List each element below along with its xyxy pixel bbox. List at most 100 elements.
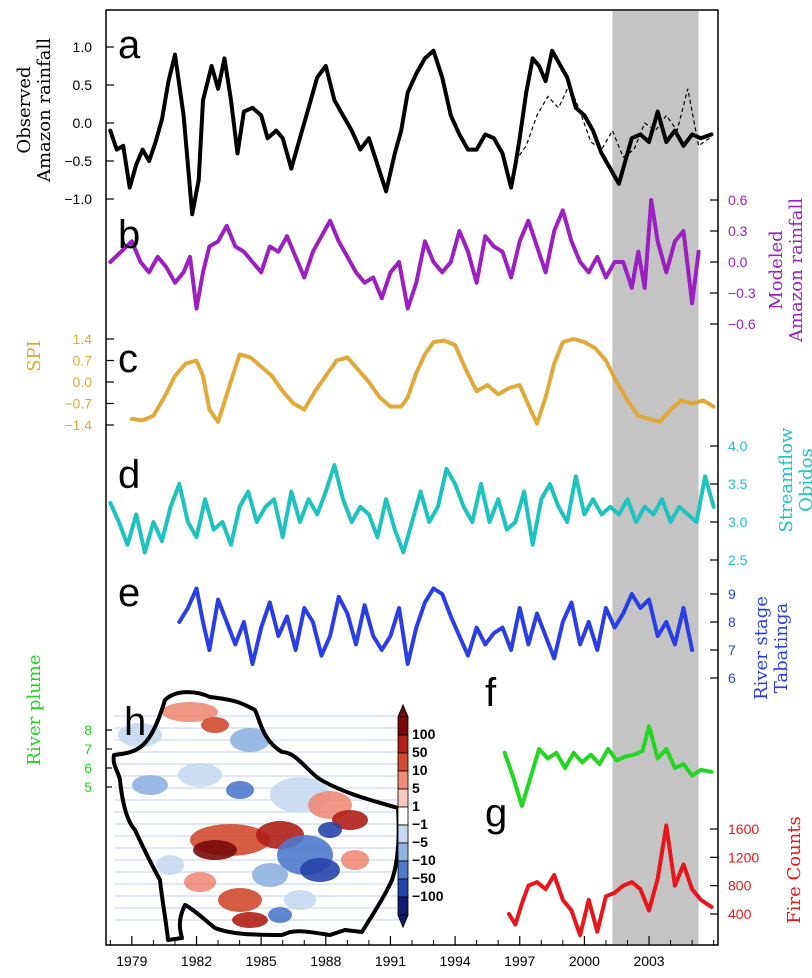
ylabel-d-line1: Streamflow: [776, 427, 797, 532]
ylabel-g: Fire Counts: [784, 816, 805, 924]
colorbar-segment: [397, 734, 409, 754]
map-anomaly-patch: [341, 850, 369, 870]
ytick-label-g: 1600: [728, 821, 759, 837]
colorbar-segment: [397, 842, 409, 862]
ylabel-b: Modeled Amazon rainfall: [766, 198, 807, 343]
panel-letter-b: b: [118, 213, 140, 257]
shaded-period: [612, 11, 699, 944]
series-line-f: [502, 724, 714, 808]
map-anomaly-patch: [118, 723, 162, 747]
ytick-label-d: 3.5: [728, 476, 748, 492]
colorbar-tick-label: 1: [412, 798, 420, 814]
x-tick-labels: 1979 1982 1985 1988 1991 1994 1997 2000 2003: [109, 936, 715, 969]
panel-letter-e: e: [118, 571, 140, 615]
ylabel-b-line2: Amazon rainfall: [786, 198, 807, 343]
colorbar-tick-label: −100: [412, 888, 444, 904]
panel-letter-c: c: [118, 337, 138, 381]
ytick-label-e: 7: [728, 642, 736, 658]
map-anomaly-patch: [162, 702, 218, 722]
ytick-label-b: 0.0: [728, 254, 748, 270]
colorbar-tick-label: −1: [412, 816, 428, 832]
series-line-a: [108, 48, 714, 217]
map-anomaly-patch: [252, 863, 288, 887]
ytick-label-b: 0.3: [728, 223, 748, 239]
map-anomaly-patch: [268, 907, 292, 923]
map-anomaly-patch: [218, 888, 262, 912]
ylabel-a: Observed Amazon rainfall: [14, 38, 55, 183]
ytick-label-f: 5: [84, 779, 92, 795]
ytick-label-b: −0.3: [728, 285, 756, 301]
map-anomaly-patch: [284, 890, 316, 910]
ylabel-a-line2: Amazon rainfall: [34, 38, 55, 183]
series-line-a-dashed: [514, 83, 710, 162]
map-anomaly-patch: [193, 840, 237, 860]
colorbar-segment: [397, 716, 409, 736]
map-anomaly-field: [118, 702, 369, 928]
series-lines: [108, 48, 716, 938]
series-line-d: [108, 463, 716, 555]
ytick-label-b: −0.6: [728, 316, 756, 332]
map-anomaly-patch: [178, 763, 222, 787]
xtick-label: 1994: [440, 953, 471, 969]
map-anomaly-patch: [201, 717, 229, 733]
ytick-label-c: 1.4: [73, 331, 93, 347]
ytick-label-g: 400: [728, 906, 752, 922]
map-anomaly-patch: [230, 728, 270, 752]
colorbar-tick-label: −10: [412, 852, 436, 868]
south-america-coastline: [111, 690, 401, 942]
colorbar-segment: [397, 752, 409, 772]
xtick-label: 1991: [375, 953, 406, 969]
ytick-label-a: 0.5: [73, 77, 93, 93]
ytick-label-f: 6: [84, 760, 92, 776]
ytick-label-a: 0.0: [73, 115, 93, 131]
colorbar-tick-label: 100: [412, 726, 436, 742]
colorbar-tick-label: 10: [412, 762, 428, 778]
panel-letter-d: d: [118, 453, 140, 497]
ytick-label-g: 800: [728, 878, 752, 894]
ytick-label-e: 8: [728, 614, 736, 630]
ytick-label-a: −1.0: [64, 191, 92, 207]
y-tick-labels: 1.0 0.5 0.0 −0.5 −1.0 0.6 0.3 0.0 −0.3 −0.6 1.4 0.7…: [64, 39, 759, 922]
ytick-label-d: 3.0: [728, 514, 748, 530]
colorbar-tick-label: −50: [412, 870, 436, 886]
map-anomaly-patch: [232, 912, 268, 928]
ytick-label-g: 1200: [728, 849, 759, 865]
series-line-g: [507, 823, 714, 938]
ytick-label-e: 6: [728, 670, 736, 686]
colorbar-tick-label: −5: [412, 834, 428, 850]
map-anomaly-patch: [156, 855, 184, 875]
xtick-label: 2000: [569, 953, 600, 969]
ytick-label-f: 8: [84, 722, 92, 738]
colorbar-tick-label: 50: [412, 744, 428, 760]
panel-letter-a: a: [118, 23, 141, 67]
xtick-label: 1982: [181, 953, 212, 969]
ytick-label-c: −1.4: [64, 417, 92, 433]
panel-letter-g: g: [485, 791, 507, 835]
map-anomaly-patch: [318, 822, 342, 838]
ytick-label-d: 2.5: [728, 552, 748, 568]
ytick-label-d: 4.0: [728, 438, 748, 454]
ylabel-e: River stage Tabatinga: [751, 596, 792, 700]
ylabel-d: Streamflow Obidos: [776, 427, 812, 532]
map-inset: h 100 50 10 5 1 −1 −5 −10 −50 −100: [111, 690, 444, 942]
ytick-label-f: 7: [84, 741, 92, 757]
colorbar-segment: [397, 824, 409, 844]
panel-letter-f: f: [485, 671, 497, 715]
ytick-label-c: −0.7: [64, 396, 92, 412]
xtick-label: 2003: [633, 953, 664, 969]
series-line-c: [129, 337, 716, 426]
xtick-label: 1979: [116, 953, 147, 969]
xtick-label: 1985: [246, 953, 277, 969]
map-anomaly-patch: [332, 810, 368, 830]
ytick-label-a: 1.0: [73, 39, 93, 55]
series-line-e: [177, 586, 695, 666]
ylabel-f: River plume: [24, 654, 45, 765]
xtick-label: 1997: [504, 953, 535, 969]
ylabel-a-line1: Observed: [14, 66, 35, 153]
ylabel-b-line1: Modeled: [766, 230, 787, 309]
ylabel-e-line1: River stage: [751, 596, 772, 700]
map-anomaly-patch: [132, 775, 168, 795]
map-anomaly-patch: [184, 872, 216, 892]
ylabel-d-line2: Obidos: [796, 448, 812, 512]
